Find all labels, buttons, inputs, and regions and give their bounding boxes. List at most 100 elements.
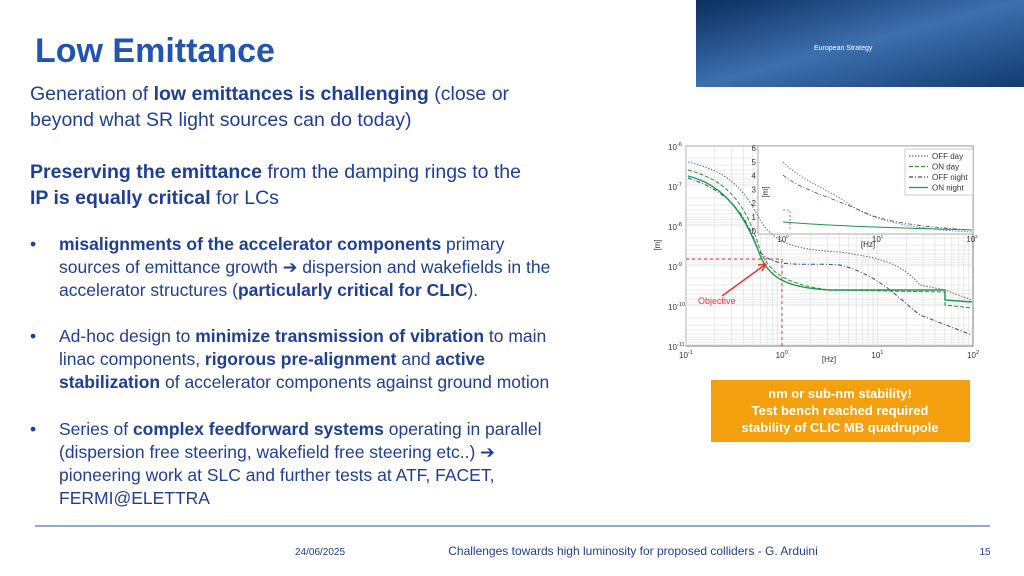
text-run: low emittances is challenging	[154, 83, 429, 105]
text-line: misalignments of the accelerator compone…	[59, 234, 505, 254]
tick-exp: -6	[677, 142, 682, 148]
bullet: •	[30, 234, 36, 254]
text-run: minimize transmission of vibration	[195, 326, 484, 346]
text-line: accelerator structures (particularly cri…	[59, 280, 478, 300]
tick-base: 10	[668, 303, 677, 312]
tick-label: 10-1	[679, 350, 693, 360]
text-line: linac components, rigorous pre-alignment…	[59, 349, 485, 369]
text-run: sources of emittance growth ➔ dispersion…	[59, 257, 550, 277]
tick-base: 10	[777, 235, 786, 244]
text-line: Preserving the emittance from the dampin…	[30, 161, 521, 183]
text-run: beyond what SR light sources can do toda…	[30, 109, 412, 131]
tick-label: 10-11	[668, 342, 685, 352]
tick-base: 10	[872, 235, 881, 244]
text-run: of accelerator components against ground…	[160, 372, 549, 392]
tick-exp: 0	[786, 234, 789, 239]
tick-base: 10	[668, 223, 677, 232]
inset-tick-label: 6	[752, 144, 757, 153]
inset-tick-label: 0	[752, 227, 757, 236]
text-run: to main	[484, 326, 546, 346]
text-line: Series of complex feedforward systems op…	[59, 419, 541, 439]
logo-banner	[696, 0, 1024, 87]
text-run: Generation of	[30, 83, 154, 105]
tick-label: 101	[872, 234, 884, 244]
text-run: accelerator structures (	[59, 280, 238, 300]
inset-y-label: [m]	[761, 186, 770, 197]
text-run: (dispersion free steering, wakefield fre…	[59, 442, 495, 462]
tick-label: 102	[967, 350, 979, 360]
tick-base: 10	[966, 235, 975, 244]
callout-text: nm or sub-nm stability!	[768, 386, 912, 401]
slide-title: Low Emittance	[35, 32, 275, 70]
text-line: stabilization of accelerator components …	[59, 372, 549, 392]
bullet: •	[30, 326, 36, 346]
legend-entry: ON day	[932, 163, 959, 172]
objective-label: Objective	[698, 296, 736, 306]
tick-base: 10	[776, 351, 785, 360]
text-run: Preserving the emittance	[30, 161, 262, 183]
logo-text: European Strategy	[814, 45, 873, 52]
tick-exp: -7	[677, 182, 682, 188]
inset-curve	[782, 174, 973, 231]
tick-label: 10-8	[668, 222, 682, 232]
text-line: Generation of low emittances is challeng…	[30, 83, 510, 105]
tick-label: 10-10	[668, 302, 685, 312]
inset-tick-label: 5	[752, 158, 757, 167]
tick-exp: -11	[677, 342, 685, 348]
tick-label: 101	[871, 350, 883, 360]
tick-label: 102	[966, 234, 978, 244]
tick-exp: 1	[880, 350, 883, 356]
footer-date: 24/06/2025	[295, 547, 345, 558]
tick-base: 10	[668, 143, 677, 152]
tick-exp: -8	[677, 222, 682, 228]
tick-label: 10-9	[668, 262, 682, 272]
inset-tick-label: 2	[752, 199, 757, 208]
curve-on-night	[687, 175, 973, 303]
y-axis-label: [m]	[653, 239, 662, 250]
tick-base: 10	[668, 343, 677, 352]
text-run: particularly critical for CLIC	[238, 280, 468, 300]
tick-label: 100	[777, 234, 789, 244]
tick-label: 10-6	[668, 142, 682, 152]
text-line: FERMI@ELETTRA	[59, 488, 210, 508]
tick-base: 10	[668, 183, 677, 192]
text-run: and	[396, 349, 435, 369]
text-line: pioneering work at SLC and further tests…	[59, 465, 494, 485]
text-line: beyond what SR light sources can do toda…	[30, 109, 412, 131]
text-run: active	[435, 349, 485, 369]
inset-tick-label: 1	[752, 213, 757, 222]
inset-tick-label: 3	[752, 185, 757, 194]
text-run: complex feedforward systems	[133, 419, 384, 439]
text-run: IP is equally critical	[30, 187, 211, 209]
tick-exp: -1	[688, 350, 693, 356]
callout-box	[711, 380, 970, 442]
tick-base: 10	[967, 351, 976, 360]
page-number: 15	[979, 547, 991, 558]
tick-base: 10	[679, 351, 688, 360]
figure: Objective 10-610-710-810-910-1010-1110-1…	[653, 142, 979, 364]
inset-tick-label: 4	[752, 172, 757, 181]
tick-exp: 0	[785, 350, 788, 356]
tick-exp: -9	[677, 262, 682, 268]
text-run: (close or	[429, 83, 510, 105]
callout-text: Test bench reached required	[752, 403, 929, 418]
text-run: misalignments of the accelerator compone…	[59, 234, 441, 254]
footer-text: Challenges towards high luminosity for p…	[448, 544, 818, 558]
legend-entry: OFF day	[932, 152, 963, 161]
text-run: from the damping rings to the	[262, 161, 521, 183]
inset-x-label: [Hz]	[861, 240, 875, 249]
inset-objective	[783, 209, 791, 230]
text-run: operating in parallel	[384, 419, 542, 439]
legend-entry: ON night	[932, 184, 964, 193]
text-run: rigorous pre-alignment	[205, 349, 397, 369]
tick-exp: 2	[975, 234, 978, 239]
curve-off-night	[687, 177, 973, 336]
text-run: ).	[467, 280, 478, 300]
text-line: sources of emittance growth ➔ dispersion…	[59, 257, 550, 277]
callout-text: stability of CLIC MB quadrupole	[741, 420, 938, 435]
text-run: for LCs	[211, 187, 280, 209]
bullet: •	[30, 419, 36, 439]
text-run: Series of	[59, 419, 133, 439]
tick-exp: 2	[976, 350, 979, 356]
